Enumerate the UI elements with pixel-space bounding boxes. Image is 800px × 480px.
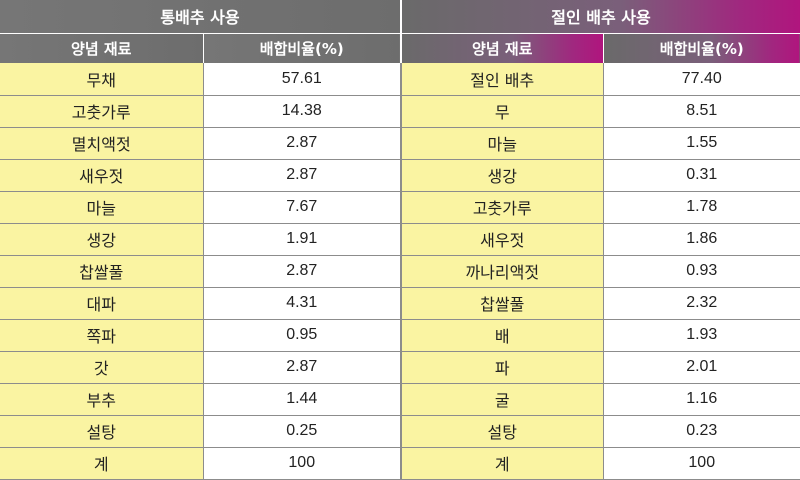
cell-ratio-left: 4.31 bbox=[203, 287, 403, 320]
cell-ingredient-left: 무채 bbox=[0, 63, 204, 96]
table-row: 설탕 0.25 설탕 0.23 bbox=[0, 415, 800, 448]
cell-ingredient-right: 무 bbox=[401, 95, 604, 128]
cell-ratio-left: 7.67 bbox=[203, 191, 403, 224]
cell-ratio-right: 1.55 bbox=[603, 127, 800, 160]
group-header-row: 통배추 사용 절인 배추 사용 bbox=[0, 0, 800, 33]
table-row: 찹쌀풀 2.87 까나리액젓 0.93 bbox=[0, 255, 800, 288]
cell-ratio-left: 2.87 bbox=[203, 255, 403, 288]
group-header-salted-cabbage: 절인 배추 사용 bbox=[401, 0, 800, 33]
table-row: 부추 1.44 굴 1.16 bbox=[0, 383, 800, 416]
column-header-ratio-left: 배합비율(%) bbox=[203, 32, 403, 63]
cell-ratio-right: 100 bbox=[603, 447, 800, 480]
cell-ingredient-left: 멸치액젓 bbox=[0, 127, 204, 160]
column-header-row: 양념 재료 배합비율(%) 양념 재료 배합비율(%) bbox=[0, 32, 800, 63]
cell-ingredient-right: 계 bbox=[401, 447, 604, 480]
cell-ingredient-right: 까나리액젓 bbox=[401, 255, 604, 288]
cell-ingredient-left: 마늘 bbox=[0, 191, 204, 224]
cell-ratio-left: 2.87 bbox=[203, 127, 403, 160]
cell-ingredient-right: 고춧가루 bbox=[401, 191, 604, 224]
cell-ratio-left: 14.38 bbox=[203, 95, 403, 128]
table-row: 고춧가루 14.38 무 8.51 bbox=[0, 95, 800, 128]
column-header-ingredient-left: 양념 재료 bbox=[0, 32, 204, 63]
table-row: 쪽파 0.95 배 1.93 bbox=[0, 319, 800, 352]
cell-ingredient-right: 생강 bbox=[401, 159, 604, 192]
cell-ingredient-left: 생강 bbox=[0, 223, 204, 256]
table-row: 생강 1.91 새우젓 1.86 bbox=[0, 223, 800, 256]
cell-ingredient-right: 마늘 bbox=[401, 127, 604, 160]
cell-ratio-right: 1.93 bbox=[603, 319, 800, 352]
cell-ingredient-right: 절인 배추 bbox=[401, 63, 604, 96]
cell-ratio-left: 2.87 bbox=[203, 351, 403, 384]
cell-ratio-left: 100 bbox=[203, 447, 403, 480]
cell-ratio-right: 0.31 bbox=[603, 159, 800, 192]
cell-ratio-left: 1.91 bbox=[203, 223, 403, 256]
cell-ingredient-right: 찹쌀풀 bbox=[401, 287, 604, 320]
cell-ratio-right: 8.51 bbox=[603, 95, 800, 128]
table-body: 무채 57.61 절인 배추 77.40 고춧가루 14.38 무 8.51 멸치액젓 2.87 마… bbox=[0, 63, 800, 480]
cell-ratio-right: 0.23 bbox=[603, 415, 800, 448]
cell-ratio-left: 0.95 bbox=[203, 319, 403, 352]
table-row: 멸치액젓 2.87 마늘 1.55 bbox=[0, 127, 800, 160]
cell-ratio-right: 0.93 bbox=[603, 255, 800, 288]
cell-ratio-right: 1.78 bbox=[603, 191, 800, 224]
cell-ingredient-left: 계 bbox=[0, 447, 204, 480]
cell-ingredient-right: 새우젓 bbox=[401, 223, 604, 256]
cell-ratio-left: 0.25 bbox=[203, 415, 403, 448]
cell-ingredient-left: 새우젓 bbox=[0, 159, 204, 192]
cell-ratio-right: 1.86 bbox=[603, 223, 800, 256]
cell-ingredient-left: 부추 bbox=[0, 383, 204, 416]
cell-ingredient-right: 굴 bbox=[401, 383, 604, 416]
table-row: 마늘 7.67 고춧가루 1.78 bbox=[0, 191, 800, 224]
cell-ratio-left: 2.87 bbox=[203, 159, 403, 192]
cell-ingredient-right: 설탕 bbox=[401, 415, 604, 448]
column-header-ratio-right: 배합비율(%) bbox=[603, 32, 800, 63]
cell-ratio-right: 1.16 bbox=[603, 383, 800, 416]
column-header-ingredient-right: 양념 재료 bbox=[401, 32, 604, 63]
cell-ingredient-left: 대파 bbox=[0, 287, 204, 320]
cell-ingredient-right: 파 bbox=[401, 351, 604, 384]
cell-ingredient-left: 찹쌀풀 bbox=[0, 255, 204, 288]
cell-ratio-left: 57.61 bbox=[203, 63, 403, 96]
cell-ratio-right: 77.40 bbox=[603, 63, 800, 96]
cell-ingredient-right: 배 bbox=[401, 319, 604, 352]
table-row: 무채 57.61 절인 배추 77.40 bbox=[0, 63, 800, 96]
cell-ingredient-left: 설탕 bbox=[0, 415, 204, 448]
table-row: 계 100 계 100 bbox=[0, 447, 800, 480]
cell-ingredient-left: 갓 bbox=[0, 351, 204, 384]
table-row: 새우젓 2.87 생강 0.31 bbox=[0, 159, 800, 192]
table-row: 갓 2.87 파 2.01 bbox=[0, 351, 800, 384]
cell-ingredient-left: 고춧가루 bbox=[0, 95, 204, 128]
cell-ratio-right: 2.01 bbox=[603, 351, 800, 384]
cell-ratio-right: 2.32 bbox=[603, 287, 800, 320]
table-row: 대파 4.31 찹쌀풀 2.32 bbox=[0, 287, 800, 320]
cell-ratio-left: 1.44 bbox=[203, 383, 403, 416]
group-header-whole-cabbage: 통배추 사용 bbox=[0, 0, 403, 33]
cell-ingredient-left: 쪽파 bbox=[0, 319, 204, 352]
